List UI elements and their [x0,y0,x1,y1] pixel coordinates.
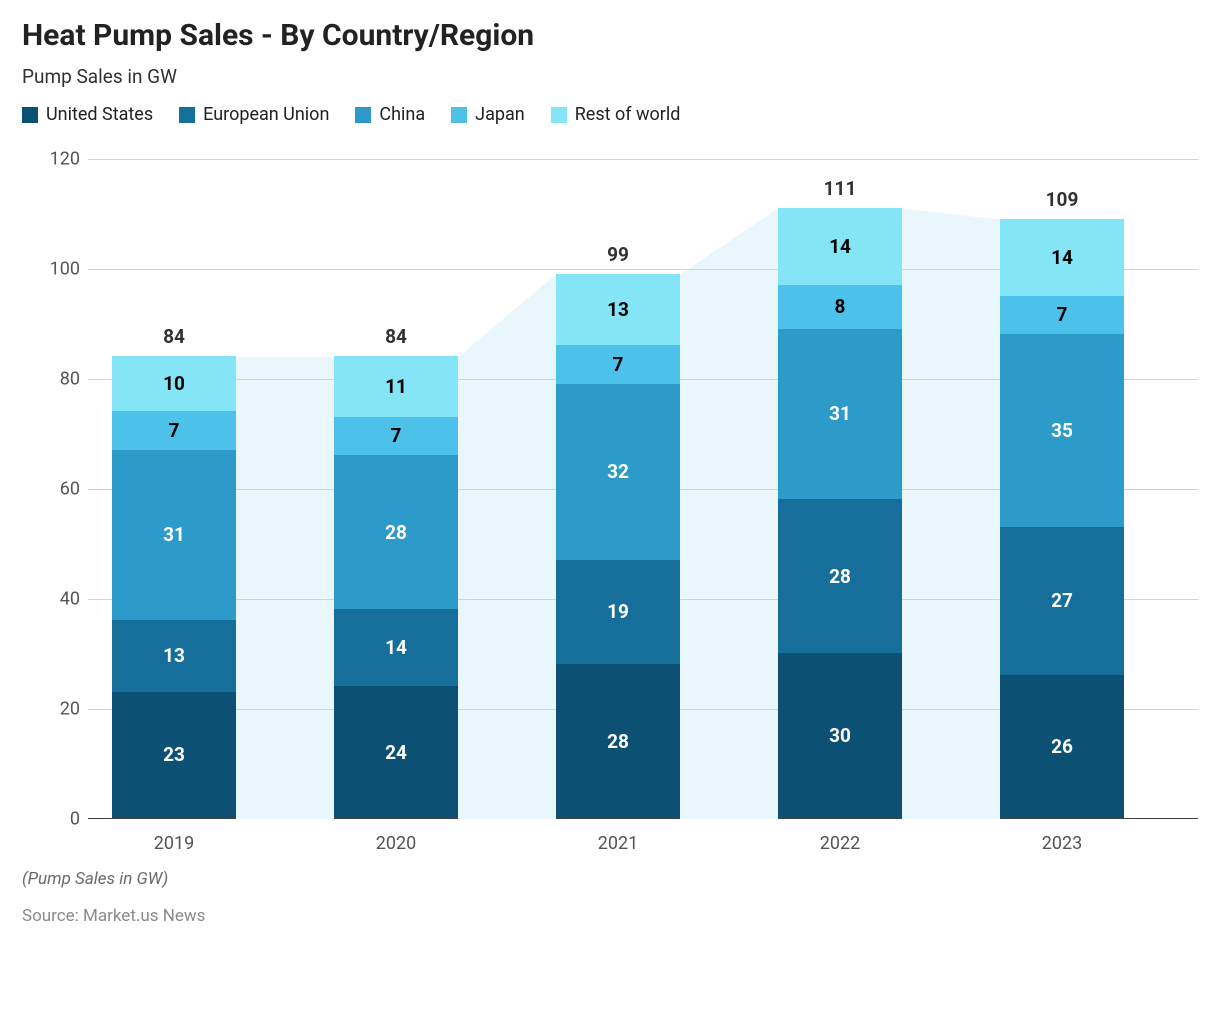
bar-segment [556,384,680,560]
legend-item: China [355,104,425,125]
legend-swatch [179,107,195,123]
y-axis-tick-label: 0 [70,809,80,830]
bar-segment [1000,296,1124,335]
bar-total-label: 111 [778,177,902,200]
bar-segment [556,664,680,818]
y-axis-tick-label: 60 [60,479,80,500]
bar-group: 302831814111 [778,158,902,818]
x-axis-tick-label: 2021 [556,833,680,854]
bar-segment [334,455,458,609]
legend-label: Japan [475,104,525,125]
chart-title: Heat Pump Sales - By Country/Region [22,18,1198,53]
chart-subtitle: Pump Sales in GW [22,65,1198,88]
y-axis-tick-label: 80 [60,369,80,390]
y-axis-tick-label: 40 [60,589,80,610]
y-axis-tick-label: 100 [50,259,80,280]
bar-segment [778,499,902,653]
bar-segment [334,356,458,417]
bar-segment [556,560,680,665]
x-axis-tick-label: 2023 [1000,833,1124,854]
bar-group: 262735714109 [1000,158,1124,818]
bar-segment [334,417,458,456]
bar-segment [334,609,458,686]
bar-segment [1000,219,1124,296]
y-axis-tick-label: 120 [50,149,80,170]
legend-item: European Union [179,104,329,125]
legend-label: United States [46,104,153,125]
bar-total-label: 84 [112,325,236,348]
legend-swatch [451,107,467,123]
legend: United States European Union China Japan Res… [22,104,1198,125]
bar-group: 23133171084 [112,158,236,818]
bar-segment [778,285,902,329]
bar-segment [556,345,680,384]
bar-total-label: 84 [334,325,458,348]
bar-total-label: 109 [1000,188,1124,211]
bar-segment [112,620,236,692]
y-axis-labels: 020406080100120 [22,159,88,819]
legend-item: United States [22,104,153,125]
bar-segment [112,692,236,819]
bar-segment [778,653,902,818]
bar-connector [902,209,1000,820]
legend-item: Japan [451,104,525,125]
chart-source: Source: Market.us News [22,906,1198,926]
chart-footnote: (Pump Sales in GW) [22,869,1198,889]
bar-connector [458,275,556,820]
y-axis-tick-label: 20 [60,699,80,720]
bar-connector [680,209,778,820]
bar-segment [334,686,458,818]
bar-segment [1000,527,1124,676]
chart-area: 020406080100120 231331710842414287118428… [22,159,1198,869]
bar-segment [778,208,902,285]
bar-segment [1000,334,1124,527]
legend-swatch [551,107,567,123]
bar-segment [1000,675,1124,818]
bar-group: 28193271399 [556,158,680,818]
legend-label: Rest of world [575,104,681,125]
x-axis-tick-label: 2022 [778,833,902,854]
x-axis-tick-label: 2019 [112,833,236,854]
bar-connector [236,357,334,819]
legend-item: Rest of world [551,104,681,125]
bar-segment [112,450,236,621]
bar-segment [112,411,236,450]
legend-swatch [355,107,371,123]
bar-segment [556,274,680,346]
bar-total-label: 99 [556,243,680,266]
legend-label: China [379,104,425,125]
legend-label: European Union [203,104,329,125]
bar-segment [112,356,236,411]
x-axis-tick-label: 2020 [334,833,458,854]
plot-area: 23133171084 24142871184 28193271399 3028318… [88,159,1198,819]
bar-segment [778,329,902,500]
legend-swatch [22,107,38,123]
bar-group: 24142871184 [334,158,458,818]
